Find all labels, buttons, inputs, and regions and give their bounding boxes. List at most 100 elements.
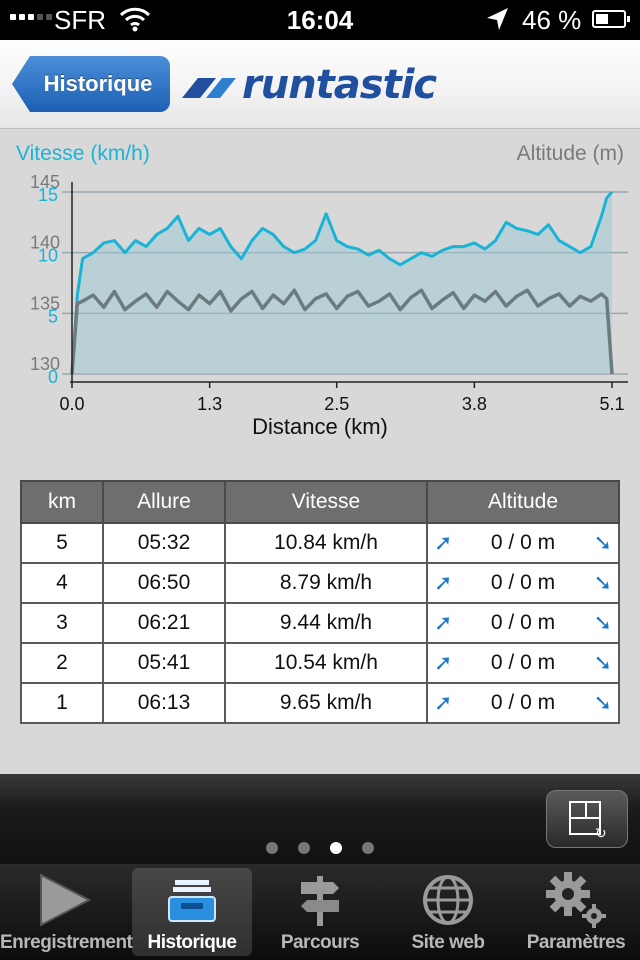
ascent-arrow-icon: ➚ [434, 570, 453, 595]
signpost-icon [256, 872, 384, 928]
battery-icon [592, 10, 630, 28]
rotate-arrow-icon: ↻ [595, 825, 607, 841]
cell-speed: 8.79 km/h [224, 562, 428, 604]
x-tick-label: 1.3 [197, 394, 222, 414]
x-tick-label: 5.1 [599, 394, 624, 414]
y-left-tick-label: 5 [48, 306, 58, 326]
y-right-tick-label: 135 [30, 293, 60, 313]
cell-altitude: ➚ 0 / 0 m ➘ [426, 562, 620, 604]
cell-altitude: ➚ 0 / 0 m ➘ [426, 682, 620, 724]
page-dot[interactable] [298, 842, 310, 854]
cell-pace: 06:13 [102, 682, 226, 724]
y-right-tick-label: 140 [30, 233, 60, 253]
cell-speed: 10.84 km/h [224, 522, 428, 564]
layout-toggle-button[interactable]: ↻ [546, 790, 628, 848]
logo-text: runtastic [242, 62, 437, 108]
tab-historique[interactable]: Historique [128, 864, 256, 960]
split-table: km Allure Vitesse Altitude 5 05:32 10.84… [20, 480, 620, 724]
ascent-arrow-icon: ➚ [434, 610, 453, 635]
tab-site-web[interactable]: Site web [384, 864, 512, 960]
navigation-bar: Historique runtastic [0, 40, 640, 129]
cell-km: 4 [20, 562, 104, 604]
ascent-arrow-icon: ➚ [434, 530, 453, 555]
tab-label: Paramètres [526, 932, 626, 953]
descent-arrow-icon: ➘ [593, 690, 612, 715]
speed-area [72, 192, 612, 374]
altitude-value: 0 / 0 m [490, 651, 556, 674]
x-axis-title: Distance (km) [252, 414, 388, 439]
location-arrow-icon [484, 4, 510, 41]
cell-km: 3 [20, 602, 104, 644]
page-indicator[interactable] [0, 842, 640, 854]
battery-level-fill [596, 14, 608, 24]
tab-enregistrement[interactable]: Enregistrement [0, 864, 133, 960]
descent-arrow-icon: ➘ [593, 650, 612, 675]
speed-series-line [70, 191, 614, 375]
cell-speed: 9.65 km/h [224, 682, 428, 724]
cell-speed: 9.44 km/h [224, 602, 428, 644]
page-dot-active[interactable] [330, 842, 342, 854]
cell-pace: 05:41 [102, 642, 226, 684]
altitude-value: 0 / 0 m [490, 571, 556, 594]
header-speed: Vitesse [224, 480, 428, 524]
layout-grid-icon [569, 801, 601, 835]
cell-pace: 06:21 [102, 602, 226, 644]
header-km: km [20, 480, 104, 524]
cell-altitude: ➚ 0 / 0 m ➘ [426, 522, 620, 564]
chart-canvas: 0 5 10 15 130 135 140 145 0.0 1.3 2.5 3.8 5.1 Distanc… [30, 172, 628, 439]
altitude-value: 0 / 0 m [490, 531, 556, 554]
wifi-icon [118, 4, 152, 41]
cell-pace: 06:50 [102, 562, 226, 604]
y-right-tick-label: 130 [30, 354, 60, 374]
page-dot[interactable] [266, 842, 278, 854]
tab-label: Parcours [280, 932, 360, 953]
tab-label: Enregistrement [0, 932, 133, 953]
ascent-arrow-icon: ➚ [434, 650, 453, 675]
table-row: 4 06:50 8.79 km/h ➚ 0 / 0 m ➘ [20, 562, 620, 604]
ascent-arrow-icon: ➚ [434, 690, 453, 715]
tab-label: Historique [147, 932, 237, 953]
cell-altitude: ➚ 0 / 0 m ➘ [426, 602, 620, 644]
cell-km: 1 [20, 682, 104, 724]
cell-pace: 05:32 [102, 522, 226, 564]
play-icon [0, 872, 128, 928]
chart-left-axis-title: Vitesse (km/h) [16, 142, 150, 165]
back-button[interactable]: Historique [12, 56, 170, 112]
battery-percent: 46 % [522, 5, 582, 35]
y-left-tick-label: 0 [48, 367, 58, 387]
runtastic-swoosh-icon [182, 78, 236, 98]
cell-km: 2 [20, 642, 104, 684]
carrier-name: SFR [54, 5, 106, 35]
tab-label: Site web [411, 932, 485, 953]
table-header-row: km Allure Vitesse Altitude [20, 480, 620, 524]
table-row: 1 06:13 9.65 km/h ➚ 0 / 0 m ➘ [20, 682, 620, 724]
inbox-tray-icon [128, 872, 256, 928]
header-altitude: Altitude [426, 480, 620, 524]
tab-parcours[interactable]: Parcours [256, 864, 384, 960]
globe-icon [384, 872, 512, 928]
chart-right-axis-title: Altitude (m) [516, 142, 624, 165]
table-row: 5 05:32 10.84 km/h ➚ 0 / 0 m ➘ [20, 522, 620, 564]
cell-km: 5 [20, 522, 104, 564]
altitude-value: 0 / 0 m [490, 691, 556, 714]
header-pace: Allure [102, 480, 226, 524]
bottom-toolbar: ↻ [0, 774, 640, 864]
altitude-series-line [70, 288, 614, 375]
descent-arrow-icon: ➘ [593, 530, 612, 555]
x-tick-label: 2.5 [324, 394, 349, 414]
status-bar: SFR 16:04 46 % [0, 0, 640, 40]
x-tick-label: 3.8 [462, 394, 487, 414]
page-dot[interactable] [362, 842, 374, 854]
tab-bar: Enregistrement Historique Parcours [0, 864, 640, 960]
clock: 16:04 [286, 5, 354, 35]
table-row: 3 06:21 9.44 km/h ➚ 0 / 0 m ➘ [20, 602, 620, 644]
cell-speed: 10.54 km/h [224, 642, 428, 684]
y-right-tick-label: 145 [30, 172, 60, 192]
cell-altitude: ➚ 0 / 0 m ➘ [426, 642, 620, 684]
tab-parametres[interactable]: Paramètres [512, 864, 640, 960]
descent-arrow-icon: ➘ [593, 570, 612, 595]
x-tick-label: 0.0 [59, 394, 84, 414]
signal-strength-icon [10, 14, 52, 20]
table-row: 2 05:41 10.54 km/h ➚ 0 / 0 m ➘ [20, 642, 620, 684]
descent-arrow-icon: ➘ [593, 610, 612, 635]
